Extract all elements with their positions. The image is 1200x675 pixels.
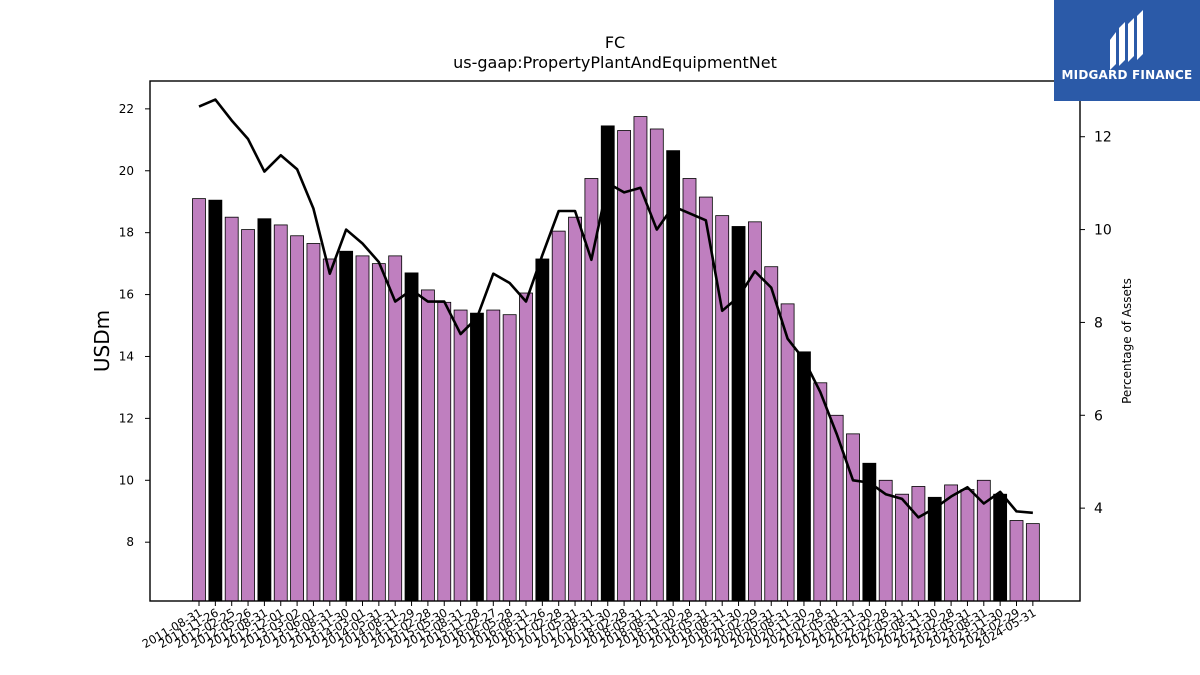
y-tick-label: 8 (126, 535, 134, 549)
bar (519, 292, 533, 602)
bar (960, 489, 975, 602)
bar (568, 216, 582, 602)
bar (388, 255, 403, 602)
bar (502, 314, 517, 602)
bar (208, 199, 223, 602)
bar (437, 301, 452, 602)
y2-axis-label: Percentage of Assets (1120, 278, 1134, 404)
bar (895, 493, 909, 602)
bar (797, 351, 811, 602)
bar (355, 255, 370, 602)
bar (715, 215, 730, 602)
y-tick-label: 10 (119, 473, 134, 487)
bar (1009, 520, 1024, 602)
logo-text: MIDGARD FINANCE (1061, 68, 1193, 82)
y2-tick-label: 8 (1094, 315, 1103, 331)
bar (224, 216, 239, 602)
bar (617, 130, 631, 602)
bar (339, 250, 354, 602)
bar (257, 218, 272, 602)
logo-mark-icon (1054, 0, 1200, 101)
bar (993, 493, 1008, 602)
bar (600, 125, 615, 602)
y-tick-label: 14 (119, 349, 134, 363)
bar (371, 263, 386, 602)
percentage-line (198, 98, 1033, 519)
bar (878, 479, 893, 602)
y2-axis: 4 6 8 10 12 (1080, 130, 1112, 517)
bar (813, 382, 828, 602)
bar (764, 266, 779, 602)
chart-title: FC (605, 33, 625, 52)
y2-tick-label: 4 (1094, 501, 1103, 517)
y-axis: 8 10 12 14 16 18 20 22 (119, 102, 150, 549)
bar (535, 258, 550, 602)
bar (551, 230, 566, 602)
y2-tick-label: 10 (1094, 223, 1112, 239)
bar (241, 229, 255, 602)
bar (698, 196, 713, 602)
bar (306, 243, 321, 602)
y2-tick-label: 6 (1094, 408, 1103, 424)
bar (404, 272, 419, 602)
plot-frame (149, 80, 1081, 602)
bar (731, 226, 746, 602)
bar (453, 309, 468, 602)
bar (192, 198, 206, 602)
bar (927, 496, 942, 602)
bar (911, 486, 926, 602)
y-tick-label: 20 (119, 164, 134, 178)
y-tick-label: 12 (119, 411, 134, 425)
bar (944, 484, 958, 602)
bar (846, 433, 860, 602)
bar (322, 258, 337, 602)
bar (682, 178, 697, 602)
bar (470, 312, 484, 602)
y-axis-label: USDm (90, 310, 114, 372)
bar (780, 303, 795, 602)
bar (1025, 523, 1040, 602)
chart-subtitle: us-gaap:PropertyPlantAndEquipmentNet (453, 53, 777, 72)
midgard-finance-logo: MIDGARD FINANCE (1054, 0, 1200, 101)
bar (420, 289, 435, 602)
bar (290, 235, 305, 602)
y-tick-label: 18 (119, 226, 134, 240)
y2-tick-label: 12 (1094, 130, 1112, 146)
bar (649, 128, 664, 602)
y-tick-label: 16 (119, 288, 134, 302)
bar (273, 224, 288, 602)
y-tick-label: 22 (119, 102, 134, 116)
bar (486, 309, 501, 602)
x-axis: 2011-08-312011-11-262012-02-252012-05-26… (140, 601, 1038, 651)
bar (666, 150, 681, 602)
